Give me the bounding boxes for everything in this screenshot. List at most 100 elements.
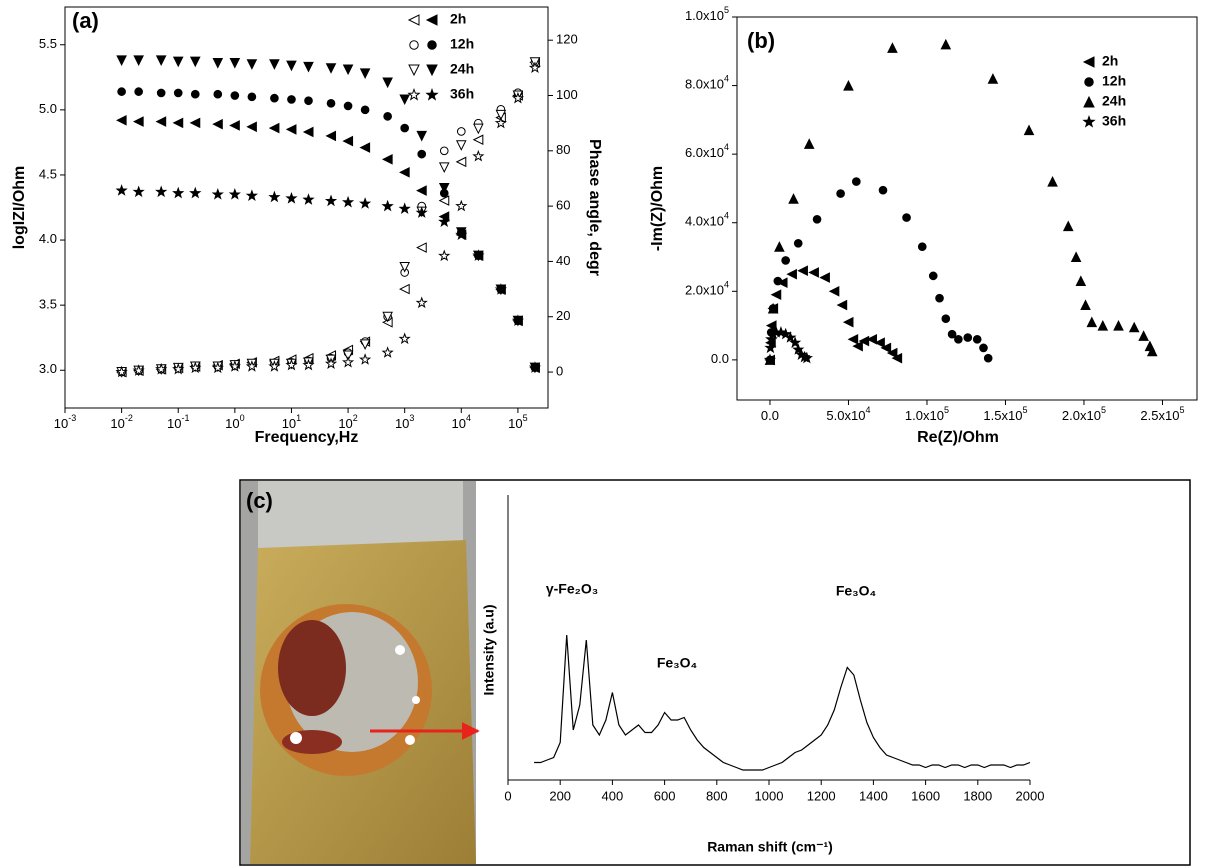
data-point xyxy=(359,339,371,351)
data-point xyxy=(792,343,805,355)
data-point xyxy=(1070,251,1082,263)
y2-tick-label: 120 xyxy=(556,32,578,47)
data-point xyxy=(902,213,911,222)
data-point xyxy=(155,116,167,127)
data-point xyxy=(268,190,281,203)
data-point xyxy=(438,162,450,174)
x-tick-label: 105 xyxy=(508,413,527,431)
data-point xyxy=(415,206,428,218)
data-point xyxy=(438,215,451,228)
data-point xyxy=(1023,124,1035,136)
data-point xyxy=(764,341,777,354)
legend-label: 36h xyxy=(1102,113,1126,129)
legend-label: 2h xyxy=(1102,53,1118,69)
x-tick-label-base: 10 xyxy=(395,416,409,431)
data-point xyxy=(891,352,903,364)
data-point xyxy=(302,126,314,138)
data-point xyxy=(947,329,957,339)
data-point xyxy=(268,360,281,372)
y2-axis-label: Phase angle, degr xyxy=(586,139,603,276)
data-point xyxy=(843,79,854,91)
data-point xyxy=(417,149,427,159)
data-point xyxy=(1086,316,1098,328)
x-tick-label-base: 10 xyxy=(110,416,124,431)
data-point xyxy=(324,357,338,369)
data-point xyxy=(189,361,202,374)
panel-label: (b) xyxy=(747,28,775,53)
x-axis-label: Frequency,Hz xyxy=(255,429,359,446)
y-tick-label-base: 6.0x10 xyxy=(685,146,724,161)
data-point xyxy=(852,340,863,352)
x-tick-label-exponent: 5 xyxy=(944,405,949,415)
data-point xyxy=(383,112,392,121)
data-point xyxy=(928,271,938,281)
data-point xyxy=(774,241,785,252)
data-point xyxy=(455,228,468,241)
x-tick-label: 10-3 xyxy=(54,413,76,431)
data-point xyxy=(416,242,427,253)
data-point xyxy=(472,249,485,261)
photo-dot xyxy=(405,735,415,745)
data-point xyxy=(494,283,507,295)
data-point xyxy=(511,314,525,326)
data-point xyxy=(268,122,280,134)
x-tick-label-base: 10 xyxy=(167,416,181,431)
data-point xyxy=(438,182,450,194)
x-tick-label-base: 10 xyxy=(452,416,466,431)
data-point xyxy=(473,123,484,135)
data-point xyxy=(269,59,280,70)
y2-tick-label: 40 xyxy=(556,253,570,268)
y-tick-label-base: 1.0x10 xyxy=(685,8,724,23)
data-point xyxy=(189,56,201,68)
legend-marker xyxy=(407,88,421,101)
data-point xyxy=(1062,220,1074,232)
data-point xyxy=(455,140,467,151)
data-point xyxy=(836,189,845,198)
data-point xyxy=(812,214,822,224)
x-tick-label: 5.0x104 xyxy=(826,405,870,423)
data-point xyxy=(773,276,783,286)
legend-marker xyxy=(408,64,420,77)
data-point xyxy=(784,331,797,343)
data-point xyxy=(302,358,315,371)
data-point xyxy=(1146,345,1158,357)
data-point xyxy=(133,116,144,127)
legend-marker xyxy=(1083,95,1095,108)
y-axis-label: logIZI/Ohm xyxy=(11,166,28,250)
data-point xyxy=(776,277,788,289)
data-point xyxy=(983,353,993,363)
data-point xyxy=(133,55,144,66)
data-point xyxy=(285,358,298,371)
data-point xyxy=(399,261,410,273)
data-point xyxy=(156,88,166,98)
x-tick-label-exponent: 0 xyxy=(240,413,245,423)
data-point xyxy=(382,154,393,165)
y-tick-label: 5.5 xyxy=(39,36,57,51)
peak-annotation: γ-Fe₂O₃ xyxy=(546,581,598,597)
data-point xyxy=(359,142,371,153)
y-tick-label: 3.0 xyxy=(39,362,57,377)
x-tick-label: 2.5x105 xyxy=(1140,405,1184,423)
data-point xyxy=(229,120,240,131)
data-point xyxy=(230,91,240,100)
data-point xyxy=(213,89,223,99)
x-tick-label-base: 2.5x10 xyxy=(1140,408,1179,423)
x-tick-label: 1200 xyxy=(807,788,836,803)
data-point xyxy=(438,249,451,262)
data-point xyxy=(398,332,411,345)
x-tick-label-base: 0.0 xyxy=(761,408,779,423)
data-point xyxy=(172,56,184,68)
data-point xyxy=(325,63,337,74)
x-tick-label: 10-1 xyxy=(167,413,189,431)
x-tick-label: 103 xyxy=(395,413,414,431)
data-point xyxy=(212,57,224,69)
data-point xyxy=(341,195,355,208)
legend-marker xyxy=(426,64,438,77)
photo-dot xyxy=(412,696,420,704)
data-point xyxy=(793,238,803,248)
data-point xyxy=(342,350,354,362)
y-tick-label: 8.0x104 xyxy=(685,74,729,92)
data-point xyxy=(359,68,371,80)
x-tick-label: 400 xyxy=(602,788,624,803)
y2-tick-label: 20 xyxy=(556,308,570,323)
